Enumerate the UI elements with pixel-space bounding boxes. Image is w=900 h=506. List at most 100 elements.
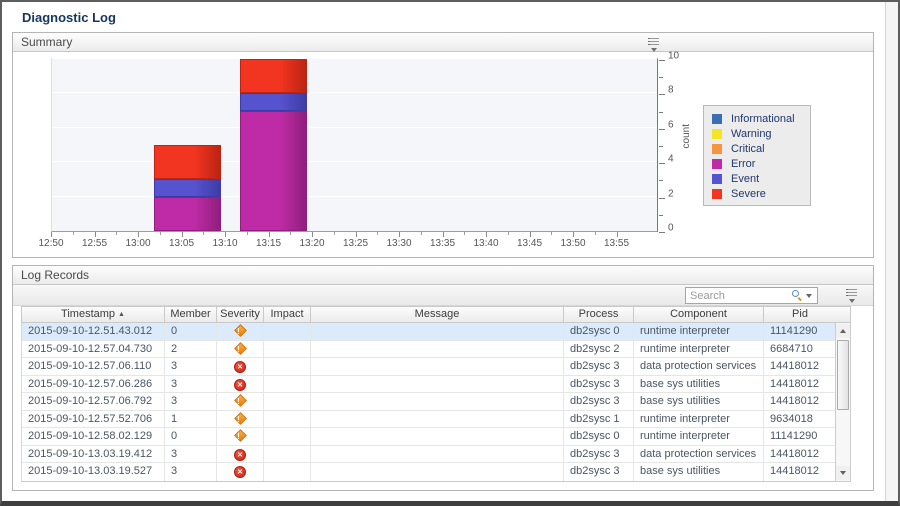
- cell-severity: ✕: [217, 445, 264, 462]
- y-tick: [659, 77, 663, 79]
- cell-member: 0: [165, 323, 217, 340]
- x-minor-tick: [159, 232, 161, 235]
- x-tick: [616, 232, 618, 237]
- table-row[interactable]: 2015-09-10-12.57.06.792 3! db2sysc 3 base s…: [22, 393, 851, 411]
- table-row[interactable]: 2015-09-10-12.51.43.012 0! db2sysc 0 runtim…: [22, 323, 851, 341]
- cell-member: 2: [165, 340, 217, 357]
- bar-segment-severe: [240, 59, 307, 94]
- x-tick-label: 13:25: [342, 238, 369, 249]
- cell-component: runtime interpreter: [634, 340, 764, 357]
- log-records-toolbar: [13, 285, 873, 306]
- y-tick-label: 0: [668, 222, 674, 234]
- legend-swatch-icon: [712, 143, 722, 154]
- legend-swatch-icon: [712, 188, 722, 199]
- y-tick-label: 6: [668, 119, 674, 131]
- chart-legend: Informational Warning Critical Error Event Se…: [703, 105, 811, 206]
- x-minor-tick: [464, 232, 466, 235]
- table-row[interactable]: 2015-09-10-12.57.06.110 3 ✕ db2sysc 3 data p…: [22, 358, 851, 376]
- grid-rows: 2015-09-10-12.51.43.012 0! db2sysc 0 runtim…: [21, 323, 851, 482]
- page-scrollbar[interactable]: [885, 2, 898, 501]
- search-icon[interactable]: [792, 290, 803, 302]
- cell-impact: [264, 358, 311, 375]
- legend-swatch-icon: [712, 173, 722, 184]
- column-header-impact[interactable]: Impact: [264, 307, 311, 322]
- table-row[interactable]: 2015-09-10-12.57.52.706 1! db2sysc 1 runtim…: [22, 410, 851, 428]
- log-records-panel-header: Log Records: [13, 266, 873, 285]
- cell-impact: [264, 428, 311, 445]
- table-row[interactable]: 2015-09-10-13.03.19.527 3 ✕ db2sysc 3 base s…: [22, 463, 851, 481]
- x-tick-label: 13:00: [125, 238, 151, 249]
- x-minor-tick: [420, 232, 422, 235]
- gridline: [52, 58, 657, 59]
- severity-error-icon: ✕: [234, 378, 246, 391]
- x-tick: [268, 232, 270, 237]
- x-tick-label: 12:50: [38, 238, 64, 249]
- legend-label: Critical: [731, 142, 765, 155]
- x-minor-tick: [203, 232, 205, 235]
- cell-message: [311, 410, 564, 427]
- scroll-down-button[interactable]: [836, 465, 850, 480]
- y-tick-label: 2: [668, 188, 674, 200]
- cell-component: runtime interpreter: [634, 428, 764, 445]
- cell-process: db2sysc 3: [564, 375, 634, 392]
- cell-member: 3: [165, 445, 217, 462]
- cell-severity: ✕: [217, 463, 264, 481]
- x-tick-label: 13:15: [255, 238, 282, 249]
- table-row[interactable]: 2015-09-10-12.57.06.286 3 ✕ db2sysc 3 base s…: [22, 375, 851, 393]
- y-tick: [659, 197, 665, 199]
- y-tick: [659, 214, 663, 216]
- cell-component: base sys utilities: [634, 463, 764, 481]
- scroll-up-button[interactable]: [836, 324, 850, 338]
- y-tick: [659, 163, 665, 165]
- severity-critical-icon: !: [233, 324, 247, 337]
- column-header-process[interactable]: Process: [564, 307, 634, 322]
- y-tick: [659, 128, 665, 130]
- page-title: Diagnostic Log: [22, 10, 116, 25]
- x-tick-label: 13:30: [386, 238, 412, 249]
- column-header-severity[interactable]: Severity: [217, 307, 264, 322]
- stacked-bar-13:10-13:20: [240, 59, 307, 231]
- search-input[interactable]: [686, 289, 792, 302]
- x-tick: [573, 232, 574, 237]
- cell-process: db2sysc 1: [564, 410, 634, 427]
- cell-message: [311, 428, 564, 445]
- x-tick: [355, 232, 357, 237]
- cell-process: db2sysc 0: [564, 323, 634, 340]
- scroll-thumb[interactable]: [837, 340, 849, 410]
- cell-component: runtime interpreter: [634, 410, 764, 427]
- column-header-message[interactable]: Message: [311, 307, 564, 322]
- table-row[interactable]: 2015-09-10-12.58.02.129 0! db2sysc 0 runtim…: [22, 428, 851, 446]
- y-tick: [659, 232, 665, 233]
- cell-message: [311, 445, 564, 462]
- log-records-body: Timestamp▲MemberSeverityImpactMessagePro…: [13, 285, 873, 490]
- x-minor-tick: [290, 232, 292, 235]
- x-minor-tick: [246, 232, 248, 235]
- table-row[interactable]: 2015-09-10-12.57.04.730 2! db2sysc 2 runtim…: [22, 340, 851, 358]
- chart-options-icon[interactable]: [647, 38, 661, 52]
- table-row[interactable]: 2015-09-10-13.03.19.412 3 ✕ db2sysc 3 data p…: [22, 445, 851, 463]
- column-header-component[interactable]: Component: [634, 307, 764, 322]
- column-header-pid[interactable]: Pid: [792, 308, 808, 320]
- severity-critical-icon: !: [233, 429, 247, 442]
- grid-header-row: Timestamp ▲ Member Severity Impact Message Pro…: [21, 306, 851, 323]
- cell-severity: ✕: [217, 358, 264, 375]
- column-header-member[interactable]: Member: [165, 307, 217, 322]
- cell-member: 3: [165, 358, 217, 375]
- grid-vertical-scrollbar[interactable]: [835, 323, 851, 482]
- x-minor-tick: [507, 232, 509, 235]
- grid-options-icon[interactable]: [845, 289, 859, 303]
- legend-label: Severe: [731, 187, 766, 200]
- legend-label: Event: [731, 172, 760, 185]
- cell-process: db2sysc 0: [564, 428, 634, 445]
- x-tick-label: 13:05: [168, 238, 195, 249]
- x-tick-label: 13:10: [212, 238, 238, 249]
- cell-member: 1: [165, 410, 217, 427]
- cell-severity: ✕: [217, 375, 264, 392]
- column-header-timestamp[interactable]: Timestamp ▲: [22, 307, 165, 322]
- severity-critical-icon: !: [233, 411, 247, 425]
- search-options-caret-icon[interactable]: [806, 293, 812, 298]
- x-tick: [486, 232, 487, 237]
- bar-segment-event: [154, 179, 221, 197]
- gridline: [52, 161, 657, 163]
